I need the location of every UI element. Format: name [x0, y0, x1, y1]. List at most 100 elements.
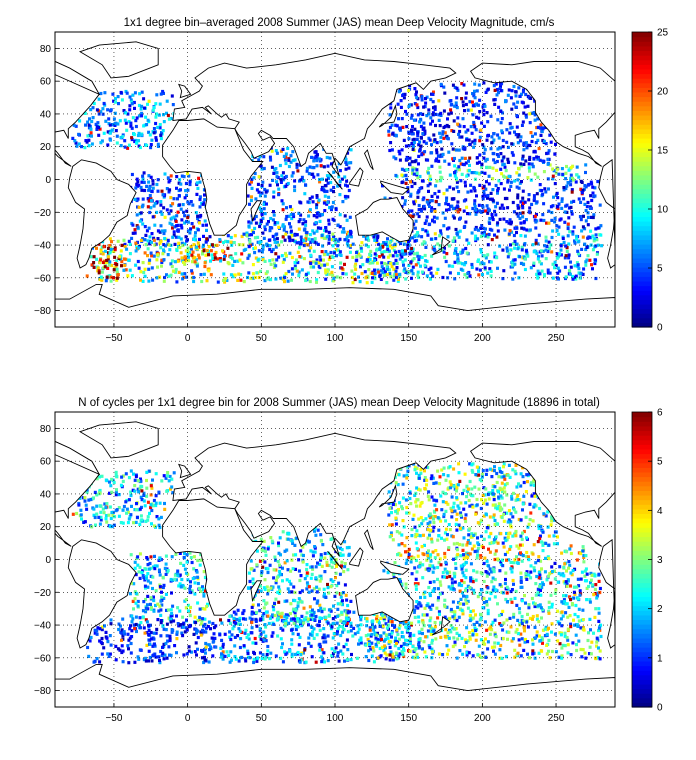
- data-cell: [295, 269, 299, 273]
- data-cell: [145, 556, 149, 560]
- data-cell: [539, 123, 543, 127]
- data-cell: [296, 625, 300, 629]
- data-cell: [522, 111, 526, 115]
- data-cell: [546, 151, 550, 155]
- data-cell: [389, 275, 393, 279]
- data-cell: [569, 179, 573, 183]
- data-cell: [402, 242, 406, 246]
- data-cell: [284, 232, 288, 236]
- data-cell: [337, 642, 341, 646]
- data-cell: [211, 654, 215, 658]
- data-cell: [209, 249, 213, 253]
- data-cell: [298, 255, 302, 259]
- data-cell: [149, 630, 153, 635]
- data-cell: [335, 562, 339, 566]
- data-cell: [261, 559, 265, 563]
- data-cell: [383, 196, 387, 200]
- data-cell: [520, 180, 523, 184]
- data-cell: [524, 141, 528, 145]
- data-cell: [441, 275, 445, 280]
- data-cell: [378, 246, 382, 250]
- data-cell: [237, 618, 241, 623]
- data-cell: [141, 569, 145, 573]
- data-cell: [272, 568, 276, 572]
- data-cell: [134, 622, 138, 627]
- data-cell: [589, 194, 593, 198]
- data-cell: [463, 156, 467, 160]
- data-cell: [491, 217, 495, 222]
- data-cell: [222, 240, 225, 245]
- data-cell: [296, 650, 300, 655]
- data-cell: [447, 125, 451, 129]
- data-cell: [220, 652, 223, 656]
- data-cell: [239, 278, 243, 282]
- data-cell: [431, 100, 435, 104]
- data-cell: [323, 556, 327, 560]
- data-cell: [100, 628, 104, 632]
- data-cell: [599, 233, 603, 237]
- data-cell: [139, 211, 143, 215]
- data-cell: [479, 234, 483, 239]
- colorbar-swatch: [632, 317, 652, 323]
- data-cell: [130, 126, 134, 130]
- data-cell: [193, 260, 197, 264]
- data-cell: [334, 558, 338, 562]
- data-cell: [281, 642, 284, 646]
- data-cell: [147, 649, 151, 653]
- colorbar-swatch: [632, 285, 652, 291]
- data-cell: [209, 259, 212, 263]
- data-cell: [505, 220, 509, 224]
- data-cell: [471, 104, 475, 108]
- data-cell: [511, 242, 515, 246]
- data-cell: [309, 617, 313, 621]
- colorbar-swatch: [632, 142, 652, 148]
- colorbar-swatch: [632, 322, 652, 328]
- data-cell: [170, 265, 174, 269]
- data-cell: [445, 134, 449, 138]
- data-cell: [266, 649, 270, 653]
- data-cell: [162, 206, 166, 210]
- data-cell: [158, 102, 162, 106]
- data-cell: [360, 271, 364, 276]
- data-cell: [422, 204, 426, 208]
- data-cell: [371, 276, 375, 280]
- data-cell: [433, 105, 437, 109]
- data-cell: [533, 214, 537, 218]
- data-cell: [402, 648, 406, 653]
- data-cell: [281, 260, 285, 264]
- data-cell: [205, 228, 208, 232]
- data-cell: [186, 252, 190, 256]
- data-cell: [550, 218, 554, 222]
- data-cell: [101, 260, 105, 264]
- data-cell: [350, 652, 353, 657]
- data-cell: [441, 132, 445, 136]
- data-cell: [437, 118, 441, 122]
- data-cell: [203, 193, 206, 197]
- data-cell: [359, 641, 363, 645]
- data-cell: [148, 242, 152, 246]
- data-cell: [325, 235, 329, 239]
- grid-lines: [55, 32, 615, 327]
- data-cell: [318, 255, 322, 259]
- data-cell: [495, 223, 499, 227]
- data-cell: [273, 240, 277, 244]
- data-cell: [196, 575, 200, 579]
- data-cell: [413, 87, 417, 91]
- data-cell: [407, 239, 410, 244]
- data-cell: [312, 159, 316, 163]
- data-cell: [327, 551, 331, 555]
- data-cell: [406, 639, 410, 643]
- data-cell: [505, 140, 509, 144]
- colorbar-swatch: [632, 184, 652, 190]
- data-cell: [327, 237, 331, 241]
- data-cell: [521, 206, 525, 210]
- data-cell: [458, 135, 462, 139]
- data-cell: [451, 214, 455, 218]
- data-cell: [460, 156, 464, 160]
- data-cell: [404, 270, 408, 274]
- data-cell: [584, 263, 588, 267]
- data-cell: [391, 132, 395, 136]
- data-cell: [261, 231, 265, 235]
- data-cell: [162, 474, 166, 478]
- data-cell: [374, 233, 378, 237]
